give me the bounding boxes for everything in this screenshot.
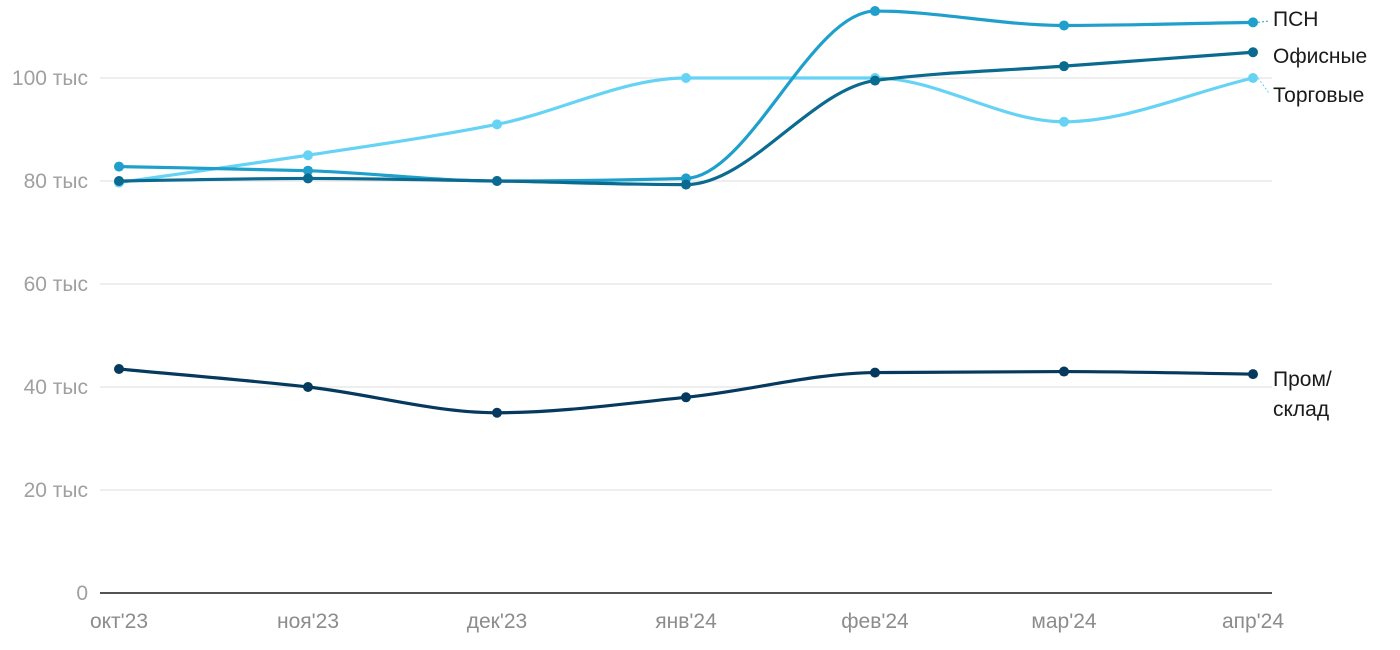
y-tick-label: 40 тыс xyxy=(24,376,88,399)
series-line xyxy=(118,76,1254,185)
series-label: Торговые xyxy=(1273,84,1364,107)
data-point xyxy=(114,363,124,374)
data-point xyxy=(1248,17,1258,28)
data-point xyxy=(870,75,880,86)
data-point xyxy=(303,382,313,392)
y-tick-label: 0 xyxy=(76,582,88,605)
x-axis: окт'23 ноя'23 дек'23 янв'24 фев'24 мар'24 апр'… xyxy=(90,610,1284,633)
series-label-line: Торговые xyxy=(1273,84,1364,107)
y-tick-label: 60 тыс xyxy=(24,273,88,296)
label-connector xyxy=(1257,77,1270,94)
x-tick-label: мар'24 xyxy=(1031,610,1096,633)
data-point xyxy=(681,179,691,190)
series-line xyxy=(118,50,1254,187)
label-connector xyxy=(1257,20,1270,23)
series-3 xyxy=(114,363,1258,418)
y-axis: 0 20 тыс 40 тыс 60 тыс 80 тыс 100 тыс xyxy=(12,67,88,605)
y-tick-label: 20 тыс xyxy=(24,479,88,502)
series-label-line: Офисные xyxy=(1273,45,1367,68)
series-layer xyxy=(114,6,1258,418)
x-tick-label: дек'23 xyxy=(467,610,528,633)
series-label-line: Пром/ xyxy=(1273,368,1332,391)
data-point xyxy=(1248,73,1258,83)
data-point xyxy=(492,176,502,186)
data-point xyxy=(303,173,313,184)
data-point xyxy=(681,392,691,403)
series-label-line: ПСН xyxy=(1273,8,1318,31)
data-point xyxy=(303,165,313,176)
series-labels: Торговые ПСН Офисные Пром/склад xyxy=(1257,8,1367,421)
series-label: ПСН xyxy=(1273,8,1318,31)
data-point xyxy=(492,119,502,130)
series-line xyxy=(118,367,1254,415)
data-point xyxy=(870,6,880,17)
x-tick-label: янв'24 xyxy=(655,610,717,633)
data-point xyxy=(303,150,313,161)
series-line xyxy=(118,9,1254,183)
series-label: Офисные xyxy=(1273,45,1367,68)
x-tick-label: окт'23 xyxy=(90,610,148,633)
data-point xyxy=(681,73,691,83)
series-label: Пром/склад xyxy=(1273,368,1332,421)
data-point xyxy=(870,367,880,378)
data-point xyxy=(1248,47,1258,58)
y-tick-label: 100 тыс xyxy=(12,67,88,90)
data-point xyxy=(114,161,124,172)
data-point xyxy=(492,407,502,418)
x-tick-label: фев'24 xyxy=(841,610,909,633)
data-point xyxy=(114,176,124,186)
series-2 xyxy=(114,47,1258,190)
data-point xyxy=(1059,366,1069,377)
x-tick-label: апр'24 xyxy=(1222,610,1284,633)
series-label-line: склад xyxy=(1273,398,1329,421)
data-point xyxy=(1059,61,1069,72)
x-tick-label: ноя'23 xyxy=(277,610,339,633)
grid-lines xyxy=(100,77,1272,491)
data-point xyxy=(1248,369,1258,380)
data-point xyxy=(1059,116,1069,127)
data-point xyxy=(1059,20,1069,31)
y-tick-label: 80 тыс xyxy=(24,170,88,193)
